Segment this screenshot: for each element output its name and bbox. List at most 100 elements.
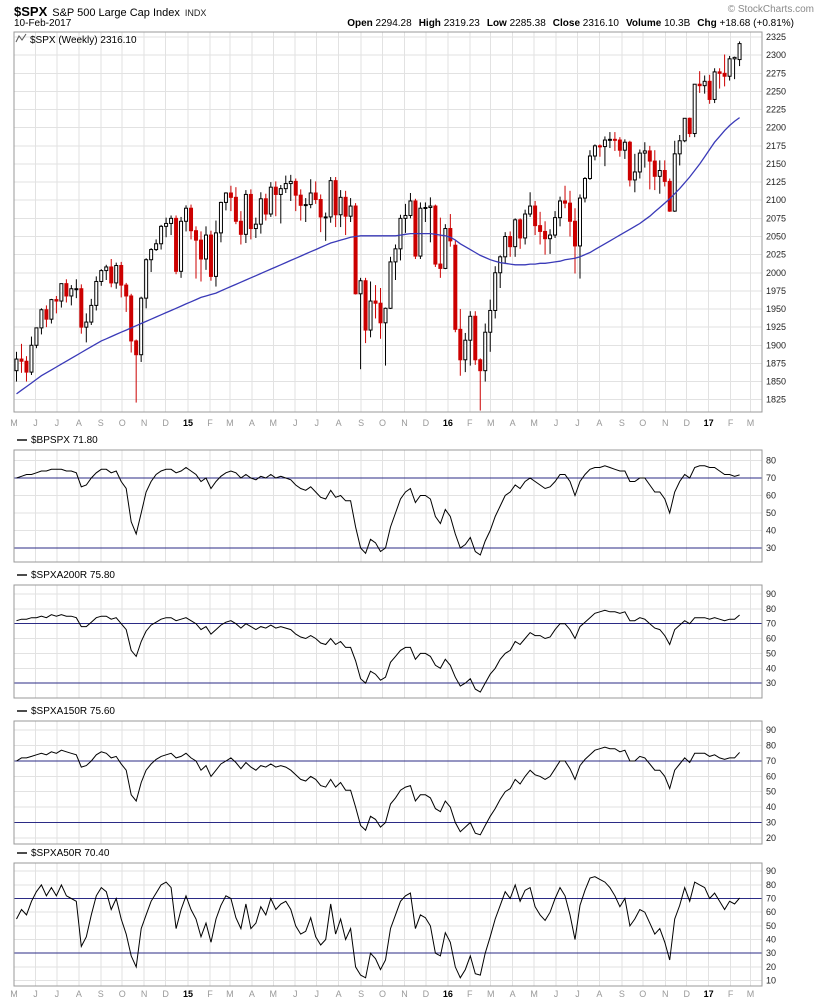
svg-text:20: 20 xyxy=(766,833,776,843)
bpspx-legend: $BPSPX 71.80 xyxy=(31,435,98,446)
chart-style-icon xyxy=(15,33,27,43)
stockcharts-credit: © StockCharts.com xyxy=(727,4,814,15)
svg-text:80: 80 xyxy=(766,604,776,614)
spxa150r-legend: $SPXA150R 75.60 xyxy=(31,706,115,717)
volume-value: 10.3B xyxy=(664,18,691,29)
svg-text:17: 17 xyxy=(704,418,714,428)
svg-text:F: F xyxy=(467,989,473,999)
svg-text:M: M xyxy=(747,418,755,428)
svg-text:J: J xyxy=(293,418,298,428)
svg-text:D: D xyxy=(162,989,169,999)
close-label: Close xyxy=(552,18,581,29)
chg-value: +18.68 (+0.81%) xyxy=(719,18,795,29)
svg-text:1925: 1925 xyxy=(766,322,786,332)
svg-text:D: D xyxy=(162,418,169,428)
svg-text:N: N xyxy=(141,418,148,428)
svg-text:1825: 1825 xyxy=(766,395,786,405)
low-label: Low xyxy=(486,18,507,29)
svg-text:M: M xyxy=(10,989,18,999)
svg-text:N: N xyxy=(141,989,148,999)
chart-date: 10-Feb-2017 xyxy=(14,18,72,29)
svg-text:M: M xyxy=(10,418,18,428)
svg-text:M: M xyxy=(270,989,278,999)
exchange: INDX xyxy=(184,8,207,18)
svg-text:2325: 2325 xyxy=(766,32,786,42)
svg-text:2025: 2025 xyxy=(766,250,786,260)
svg-text:F: F xyxy=(207,989,213,999)
svg-text:M: M xyxy=(487,989,495,999)
svg-text:J: J xyxy=(575,418,580,428)
svg-text:60: 60 xyxy=(766,634,776,644)
main-chart-legend: $SPX (Weekly) 2316.10 xyxy=(30,35,137,46)
svg-text:O: O xyxy=(379,418,386,428)
chg-label: Chg xyxy=(697,18,717,29)
svg-text:O: O xyxy=(639,989,646,999)
svg-text:2250: 2250 xyxy=(766,86,786,96)
svg-text:M: M xyxy=(530,418,538,428)
open-label: Open xyxy=(347,18,373,29)
svg-text:70: 70 xyxy=(766,894,776,904)
svg-text:S: S xyxy=(358,989,364,999)
svg-text:J: J xyxy=(33,418,38,428)
svg-text:1950: 1950 xyxy=(766,304,786,314)
symbol: $SPX xyxy=(14,4,48,19)
spxa200r-legend: $SPXA200R 75.80 xyxy=(31,570,115,581)
svg-text:2125: 2125 xyxy=(766,177,786,187)
svg-text:50: 50 xyxy=(766,787,776,797)
spxa50r-legend: $SPXA50R 70.40 xyxy=(31,848,110,859)
svg-text:J: J xyxy=(554,989,559,999)
svg-text:S: S xyxy=(619,418,625,428)
svg-text:A: A xyxy=(76,418,82,428)
svg-text:A: A xyxy=(336,989,342,999)
svg-text:2200: 2200 xyxy=(766,123,786,133)
svg-text:2000: 2000 xyxy=(766,268,786,278)
svg-text:N: N xyxy=(401,989,408,999)
svg-text:17: 17 xyxy=(704,989,714,999)
svg-text:O: O xyxy=(639,418,646,428)
chart-canvas: 1825185018751900192519501975200020252050… xyxy=(10,31,786,999)
svg-text:15: 15 xyxy=(183,418,193,428)
svg-text:50: 50 xyxy=(766,921,776,931)
svg-text:S: S xyxy=(358,418,364,428)
svg-text:O: O xyxy=(119,418,126,428)
title-line: $SPX S&P 500 Large Cap Index INDX xyxy=(14,3,206,21)
svg-text:1850: 1850 xyxy=(766,377,786,387)
svg-text:60: 60 xyxy=(766,491,776,501)
svg-text:M: M xyxy=(270,418,278,428)
svg-text:50: 50 xyxy=(766,648,776,658)
svg-text:2300: 2300 xyxy=(766,50,786,60)
svg-text:M: M xyxy=(747,989,755,999)
svg-text:F: F xyxy=(728,418,734,428)
svg-text:16: 16 xyxy=(443,989,453,999)
svg-text:80: 80 xyxy=(766,456,776,466)
svg-text:2050: 2050 xyxy=(766,232,786,242)
svg-text:30: 30 xyxy=(766,678,776,688)
svg-text:70: 70 xyxy=(766,619,776,629)
panel-spxa200r: 90 80 70 60 50 40 30 xyxy=(13,584,776,699)
svg-text:2175: 2175 xyxy=(766,141,786,151)
svg-text:D: D xyxy=(423,989,430,999)
svg-text:J: J xyxy=(293,989,298,999)
svg-text:70: 70 xyxy=(766,473,776,483)
svg-text:90: 90 xyxy=(766,589,776,599)
svg-text:80: 80 xyxy=(766,741,776,751)
svg-text:D: D xyxy=(683,989,690,999)
svg-text:J: J xyxy=(314,989,319,999)
svg-text:A: A xyxy=(249,418,255,428)
chart-header: $SPX S&P 500 Large Cap Index INDX © StockC… xyxy=(0,0,820,30)
svg-text:2075: 2075 xyxy=(766,213,786,223)
svg-text:O: O xyxy=(379,989,386,999)
svg-text:60: 60 xyxy=(766,771,776,781)
svg-text:30: 30 xyxy=(766,948,776,958)
low-value: 2285.38 xyxy=(509,18,546,29)
svg-text:2150: 2150 xyxy=(766,159,786,169)
svg-text:60: 60 xyxy=(766,907,776,917)
svg-text:40: 40 xyxy=(766,935,776,945)
svg-text:2275: 2275 xyxy=(766,68,786,78)
svg-text:J: J xyxy=(554,418,559,428)
close-value: 2316.10 xyxy=(582,18,619,29)
svg-text:90: 90 xyxy=(766,866,776,876)
high-label: High xyxy=(418,18,441,29)
svg-text:O: O xyxy=(119,989,126,999)
panel-bpspx: 80 70 60 50 40 30 xyxy=(13,449,776,563)
